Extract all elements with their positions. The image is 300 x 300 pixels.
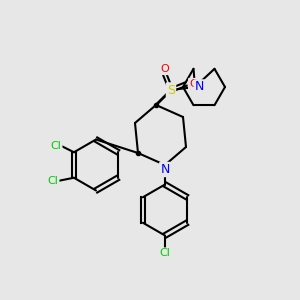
Text: S: S <box>167 83 175 97</box>
Text: Cl: Cl <box>160 248 170 259</box>
Text: Cl: Cl <box>47 176 58 186</box>
Text: O: O <box>189 79 198 89</box>
Text: N: N <box>160 163 170 176</box>
Text: N: N <box>195 80 204 94</box>
Text: Cl: Cl <box>50 141 62 151</box>
Text: O: O <box>160 64 169 74</box>
